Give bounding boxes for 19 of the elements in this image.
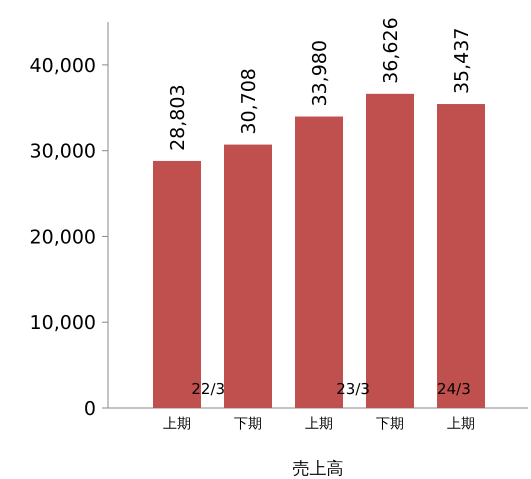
bar (224, 144, 272, 408)
y-tick-label: 30,000 (30, 140, 96, 163)
y-tick-label: 40,000 (30, 54, 96, 77)
bar (437, 104, 485, 408)
data-label: 33,980 (309, 40, 331, 107)
x-tick-label: 上期 (305, 416, 333, 432)
x-axis-title: 売上高 (292, 459, 344, 479)
x-tick-label: 下期 (234, 416, 262, 432)
x-tick-label: 下期 (376, 416, 404, 432)
data-label: 36,626 (380, 17, 402, 84)
annotation: 24/3 (437, 380, 471, 398)
y-tick-label: 20,000 (30, 226, 96, 248)
x-tick-label: 上期 (163, 416, 191, 432)
y-tick-label: 0 (84, 398, 96, 420)
x-tick-label: 上期 (447, 416, 475, 432)
data-label: 28,803 (167, 84, 189, 151)
y-tick-label: 10,000 (30, 312, 96, 334)
data-label: 30,708 (238, 68, 260, 135)
data-label: 35,437 (451, 28, 473, 94)
